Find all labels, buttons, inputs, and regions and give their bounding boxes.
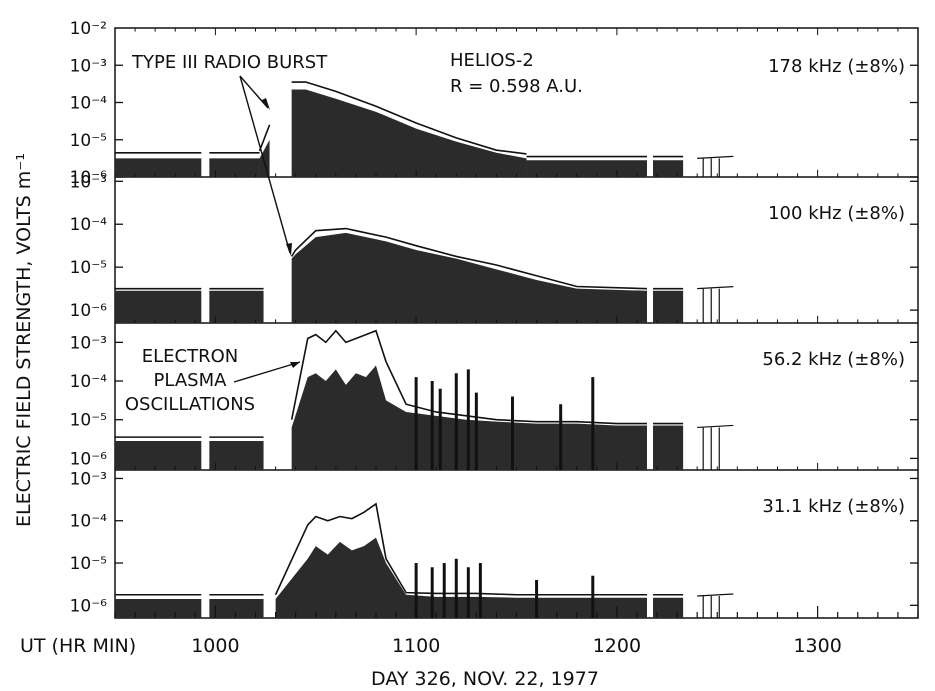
- panel-label: 56.2 kHz (±8%): [762, 349, 905, 370]
- panel-label: 100 kHz (±8%): [768, 203, 905, 224]
- arrowhead-epo: [290, 362, 300, 368]
- trailing-marker-line: [697, 593, 734, 597]
- y-tick-label: 10⁻⁵: [70, 554, 107, 574]
- data-area: [653, 160, 684, 177]
- annotation-epo-2: PLASMA: [154, 370, 228, 391]
- panel-label: 31.1 kHz (±8%): [762, 496, 905, 517]
- data-area: [115, 598, 202, 618]
- y-tick-label: 10⁻⁴: [70, 94, 108, 114]
- data-area: [209, 290, 264, 323]
- data-area: [209, 598, 264, 618]
- y-tick-label: 10⁻⁴: [70, 372, 108, 392]
- panel-label: 178 kHz (±8%): [768, 56, 905, 77]
- arrowhead-100: [286, 243, 292, 256]
- y-tick-label: 10⁻³: [70, 469, 107, 489]
- annotation-type3: TYPE III RADIO BURST: [131, 52, 328, 73]
- annotation-epo-1: ELECTRON: [142, 346, 238, 367]
- x-axis-label: DAY 326, NOV. 22, 1977: [371, 668, 599, 690]
- arrowhead-178: [262, 98, 270, 110]
- data-area: [275, 537, 647, 618]
- y-axis-label: ELECTRIC FIELD STRENGTH, VOLTS m⁻¹: [13, 153, 35, 527]
- arrow-type3-178: [239, 75, 269, 109]
- trailing-marker-line: [697, 286, 734, 290]
- data-area: [653, 597, 684, 618]
- y-tick-label: 10⁻³: [70, 172, 107, 192]
- x-tick-label: 1300: [793, 635, 841, 657]
- annotation-distance: R = 0.598 A.U.: [450, 76, 583, 97]
- upper-envelope-line: [258, 124, 271, 152]
- data-area: [653, 290, 684, 323]
- y-tick-label: 10⁻⁶: [70, 301, 108, 321]
- x-tick-label: 1100: [392, 635, 440, 657]
- y-tick-label: 10⁻⁵: [70, 411, 107, 431]
- upper-envelope-line: [291, 81, 527, 155]
- data-area: [291, 232, 647, 323]
- annotation-epo-3: OSCILLATIONS: [125, 394, 255, 415]
- arrow-type3-100: [239, 75, 291, 254]
- data-area: [115, 158, 202, 177]
- data-area: [259, 139, 270, 177]
- trailing-marker-line: [697, 155, 734, 159]
- y-tick-label: 10⁻⁶: [70, 596, 108, 616]
- arrow-epo: [233, 361, 301, 383]
- trailing-marker-line: [697, 424, 734, 429]
- y-tick-label: 10⁻³: [70, 333, 107, 353]
- x-tick-label: 1000: [191, 635, 239, 657]
- y-tick-label: 10⁻⁵: [70, 258, 107, 278]
- y-tick-label: 10⁻³: [70, 56, 107, 76]
- y-tick-label: 10⁻⁶: [70, 168, 108, 188]
- data-area: [115, 290, 202, 323]
- data-area: [653, 425, 684, 470]
- data-area: [291, 89, 527, 177]
- y-tick-label: 10⁻⁶: [70, 449, 108, 469]
- data-area: [526, 160, 647, 177]
- annotation-probe: HELIOS-2: [450, 50, 534, 71]
- upper-envelope-line: [290, 227, 648, 290]
- data-area: [291, 365, 647, 470]
- x-tick-label: 1200: [593, 635, 641, 657]
- data-area: [209, 158, 260, 177]
- y-tick-label: 10⁻⁴: [70, 215, 108, 235]
- data-area: [115, 440, 202, 470]
- x-axis-prefix: UT (HR MIN): [20, 635, 136, 657]
- data-area: [209, 440, 264, 470]
- y-tick-label: 10⁻⁵: [70, 131, 107, 151]
- y-tick-label-top: 10⁻²: [70, 19, 107, 39]
- y-tick-label: 10⁻⁴: [70, 512, 108, 532]
- upper-envelope-line: [290, 329, 647, 425]
